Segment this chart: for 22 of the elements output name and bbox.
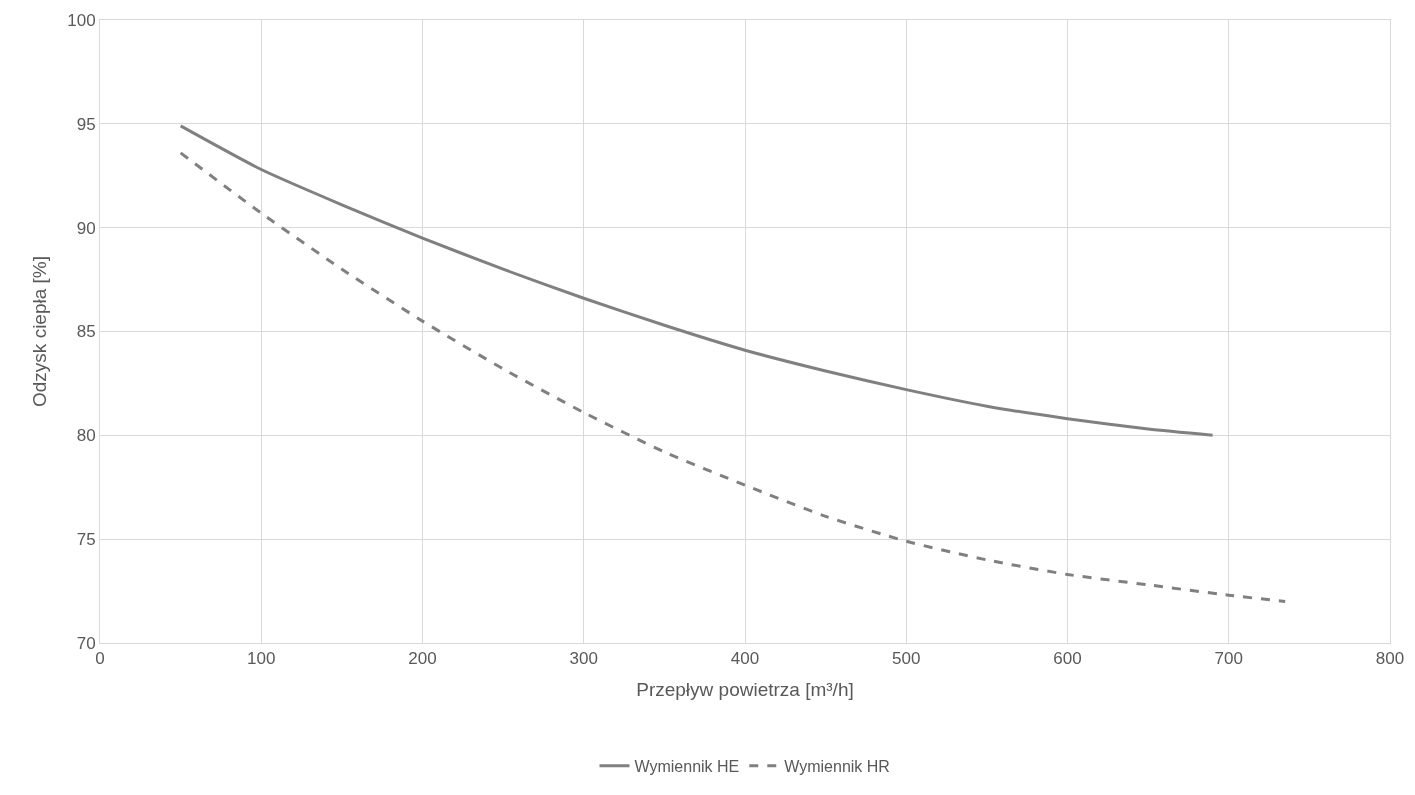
x-axis-title: Przepływ powietrza [m³/h] bbox=[636, 679, 854, 701]
y-tick-label: 85 bbox=[76, 322, 96, 342]
y-axis-title: Odzysk ciepła [%] bbox=[29, 256, 51, 407]
x-tick-label: 500 bbox=[892, 649, 921, 669]
x-tick-label: 100 bbox=[247, 649, 276, 669]
x-tick-label: 200 bbox=[408, 649, 437, 669]
x-tick-label: 800 bbox=[1375, 649, 1405, 669]
y-tick-label: 70 bbox=[76, 633, 96, 653]
legend-label: Wymiennik HE bbox=[634, 758, 740, 776]
y-tick-label: 100 bbox=[67, 10, 96, 30]
line-series bbox=[179, 151, 1287, 603]
line-series bbox=[179, 124, 1215, 437]
x-tick-label: 700 bbox=[1214, 649, 1243, 669]
x-tick-label: 600 bbox=[1053, 649, 1082, 669]
x-tick-label: 0 bbox=[95, 649, 105, 669]
y-tick-label: 80 bbox=[76, 426, 96, 446]
y-tick-label: 95 bbox=[76, 114, 96, 134]
x-tick-label: 400 bbox=[730, 649, 760, 669]
x-tick-label: 300 bbox=[569, 649, 598, 669]
y-tick-label: 75 bbox=[76, 530, 96, 550]
legend-label: Wymiennik HR bbox=[784, 758, 890, 776]
y-tick-label: 90 bbox=[76, 218, 96, 238]
